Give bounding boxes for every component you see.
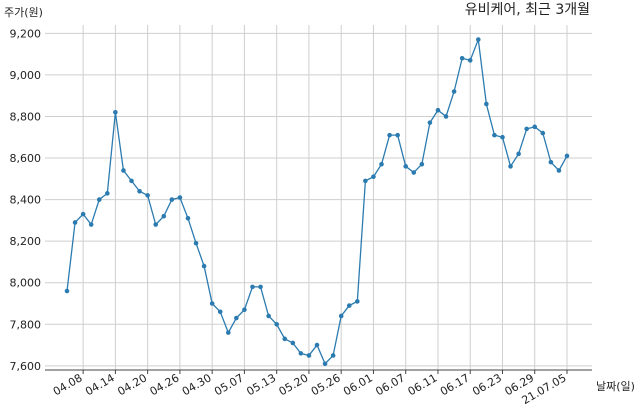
point [451, 89, 457, 94]
point [524, 126, 529, 132]
point [64, 288, 70, 294]
x-tick-label: 05.26 [309, 371, 343, 398]
y-tick-label: 8,600 [10, 152, 42, 165]
point [80, 211, 86, 217]
y-tick-label: 7,800 [10, 318, 42, 331]
point [540, 130, 546, 136]
point [443, 114, 449, 119]
point [88, 222, 94, 227]
point [459, 55, 465, 61]
y-tick-label: 8,400 [10, 194, 42, 207]
point [113, 109, 118, 115]
point [290, 340, 296, 346]
x-tick-label: 05.07 [212, 371, 246, 398]
x-tick-label: 05.13 [244, 371, 278, 398]
point [193, 240, 199, 246]
y-tick-label: 8,200 [10, 235, 42, 248]
line [66, 39, 568, 365]
point [363, 178, 368, 184]
point [475, 37, 481, 42]
point [355, 299, 360, 304]
point [387, 132, 392, 138]
point [508, 164, 513, 169]
point [185, 215, 191, 221]
point [371, 174, 376, 180]
x-axis-label: 날짜(일) [596, 379, 635, 393]
point [556, 168, 562, 173]
point [322, 361, 328, 367]
point [306, 353, 312, 358]
point [330, 353, 336, 358]
x-tick-label: 06.11 [406, 371, 440, 398]
point [314, 342, 320, 348]
point [427, 120, 433, 125]
point [395, 132, 400, 138]
y-axis-label: 주가(원) [4, 6, 43, 19]
y-tick-label: 8,000 [10, 277, 42, 290]
point [201, 263, 207, 269]
point [419, 161, 425, 167]
point [266, 313, 271, 319]
point [548, 159, 554, 165]
point [72, 220, 78, 225]
point [467, 58, 473, 63]
point [564, 153, 570, 159]
point [516, 151, 521, 157]
point [346, 303, 352, 308]
x-tick-label: 04.20 [115, 371, 149, 398]
point [217, 309, 223, 315]
point [121, 168, 126, 173]
point [169, 197, 175, 202]
point [403, 164, 409, 169]
point [96, 197, 102, 202]
point [258, 284, 263, 290]
point [145, 193, 150, 198]
point [379, 161, 384, 167]
x-tick-label: 05.20 [277, 371, 311, 398]
point [500, 134, 505, 140]
x-tick-label: 04.30 [180, 371, 214, 398]
point [411, 170, 417, 175]
point [153, 222, 159, 227]
point [225, 330, 231, 335]
point [298, 351, 304, 356]
x-tick-label: 06.01 [341, 371, 375, 398]
y-tick-label: 7,600 [10, 360, 42, 373]
x-tick-label: 04.08 [51, 371, 85, 398]
point [105, 191, 110, 196]
point [209, 301, 215, 306]
point [274, 321, 279, 327]
point [338, 313, 344, 319]
point [250, 284, 255, 290]
point [492, 132, 497, 138]
point [242, 307, 247, 313]
point [484, 101, 489, 107]
x-tick-label: 04.26 [148, 371, 182, 398]
y-tick-label: 9,000 [10, 69, 42, 82]
x-tick-label: 06.23 [470, 371, 504, 398]
point [282, 336, 288, 342]
point [129, 178, 134, 184]
y-tick-label: 8,800 [10, 110, 42, 123]
point [435, 107, 441, 113]
y-tick-label: 9,200 [10, 27, 42, 40]
x-tick-label: 06.17 [438, 371, 472, 398]
point [234, 315, 239, 321]
point [177, 195, 183, 200]
chart-title: 유비케어, 최근 3개월 [465, 2, 590, 18]
point [161, 213, 167, 219]
point [532, 124, 538, 130]
x-tick-label: 06.07 [373, 371, 407, 398]
point [137, 188, 142, 194]
x-tick-label: 04.14 [83, 371, 117, 398]
